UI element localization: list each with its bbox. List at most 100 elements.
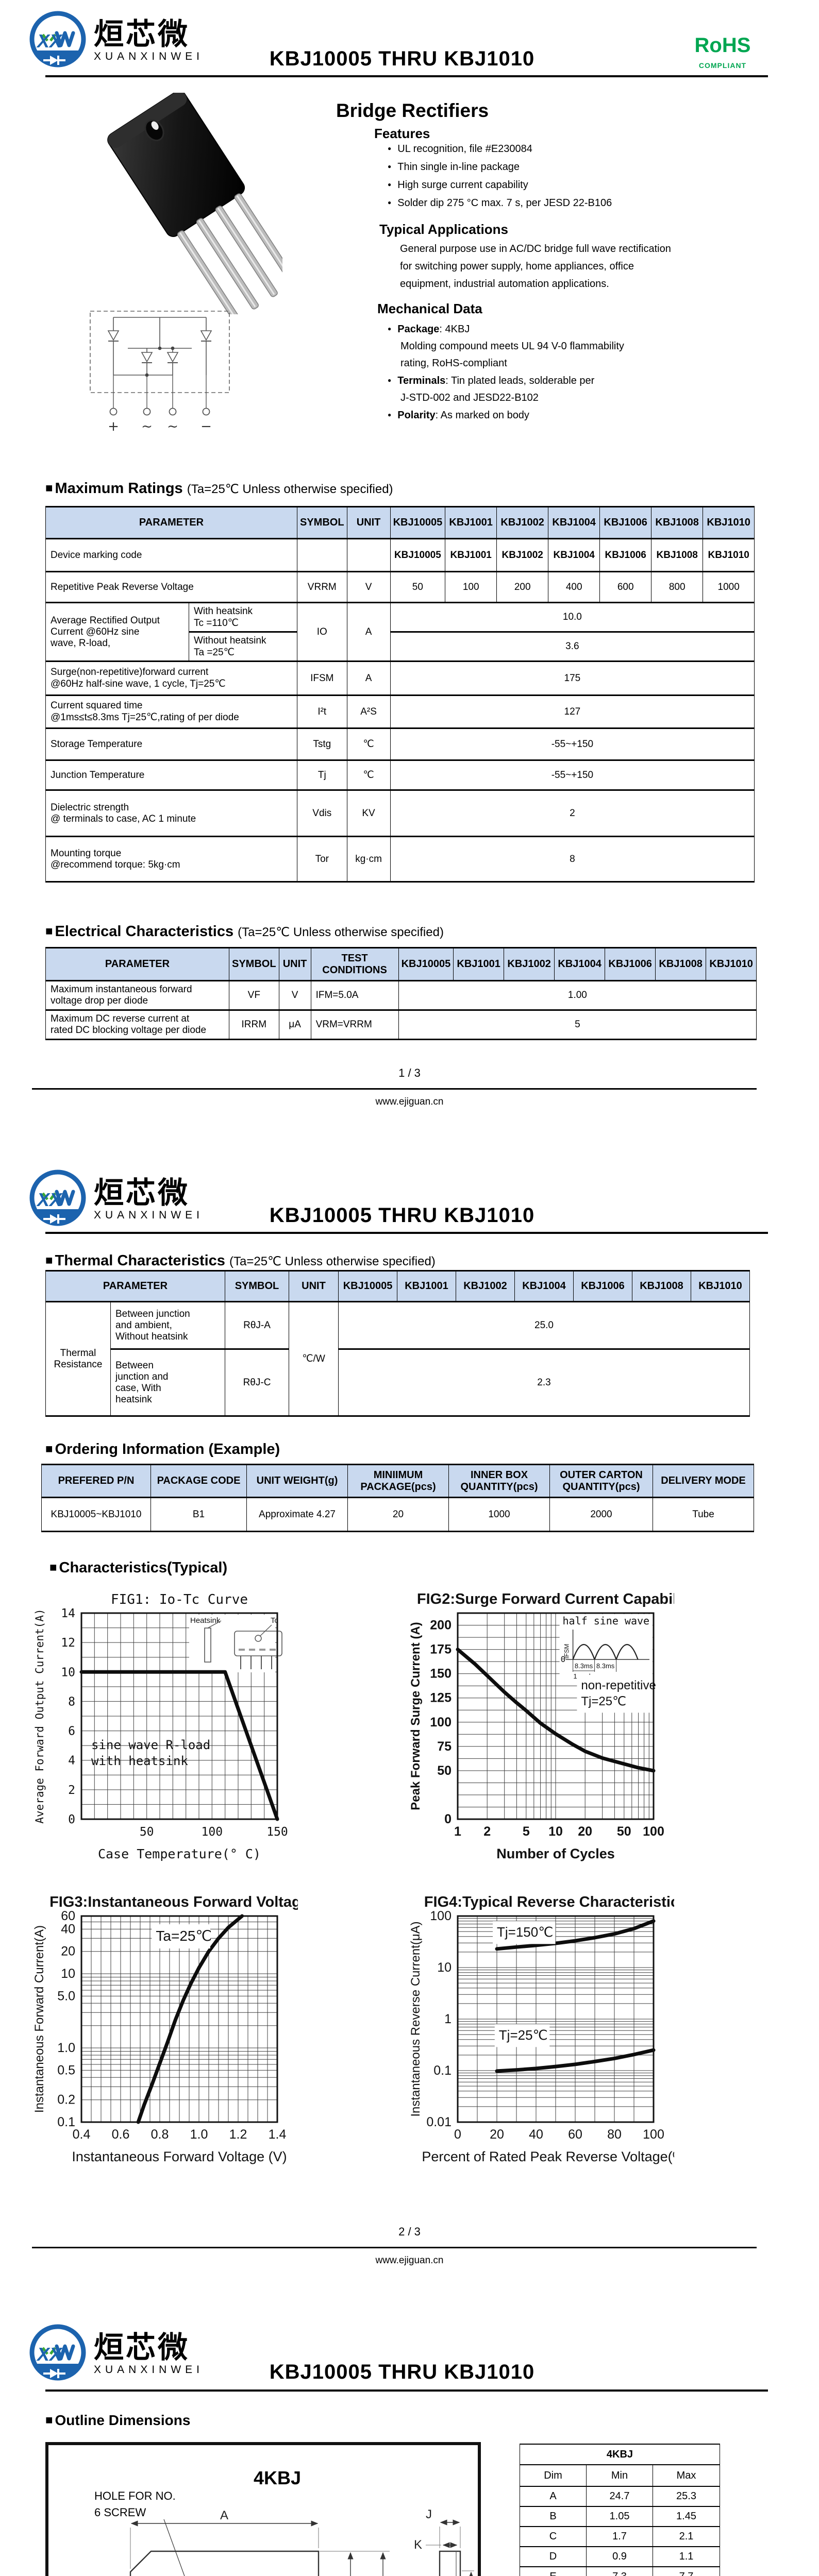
fig3-chart: FIG3:Instantaneous Forward Voltage Ta=25℃… [32, 1894, 309, 2164]
logo-text: 烜芯微 XUANXINWEI [94, 19, 204, 63]
value-cell: KBJ1006 [599, 538, 652, 572]
footer-rule [32, 1088, 757, 1090]
col-symbol: SYMBOL [297, 506, 347, 539]
fig4-typical-reverse-characteristics: FIG4:Typical Reverse Characteristics Tj=1… [406, 1892, 690, 2191]
table-row: PREFERED P/N PACKAGE CODE UNIT WEIGHT(g) MI… [41, 1464, 754, 1498]
footer-rule [32, 2247, 757, 2248]
svg-text:5: 5 [523, 1824, 530, 1839]
col-model: KBJ1010 [706, 947, 757, 981]
mechanical-item-continuation: rating, RoHS-compliant [400, 358, 507, 369]
table-row: Repetitive Peak Reverse Voltage VRRM V 50 10… [45, 571, 755, 603]
svg-text:4KBJ: 4KBJ [254, 2467, 301, 2488]
test-condition-cell: IFM=5.0A [310, 980, 399, 1011]
table-row: Current squared time @1ms≤t≤8.3ms Tj=25℃… [45, 694, 755, 729]
col-unit: UNIT [289, 1270, 339, 1302]
logo-chinese-name: 烜芯微 [94, 2330, 190, 2365]
svg-text:0.01: 0.01 [426, 2115, 452, 2129]
fig3-instantaneous-forward-voltage: FIG3:Instantaneous Forward Voltage Ta=25℃… [30, 1892, 309, 2191]
svg-text:non-repetitive: non-repetitive [581, 1679, 656, 1692]
svg-text:FIG3:Instantaneous Forward Vol: FIG3:Instantaneous Forward Voltage [49, 1894, 298, 1910]
dim-col-header: Min [586, 2464, 653, 2487]
svg-text:A: A [220, 2509, 228, 2522]
svg-text:4: 4 [68, 1754, 75, 1768]
sub-param-cell: With heatsink Tc =110℃ [189, 602, 297, 633]
svg-text:Tj=25℃: Tj=25℃ [581, 1694, 626, 1708]
value-cell: KBJ1002 [496, 538, 549, 572]
param-cell: Between junction and ambient, Without he… [110, 1301, 225, 1350]
col-model: KBJ1006 [605, 947, 656, 981]
col-model: KBJ1001 [453, 947, 505, 981]
col-model: KBJ1002 [504, 947, 555, 981]
unit-cell: KV [346, 789, 391, 837]
mechanical-item-lead: Terminals [397, 375, 446, 386]
value-cell: 25.0 [338, 1301, 750, 1350]
svg-text:FIG2:Surge Forward Current Cap: FIG2:Surge Forward Current Capability [417, 1591, 674, 1607]
svg-text:Heatsink: Heatsink [190, 1616, 221, 1625]
applications-line: for switching power supply, home applian… [400, 261, 634, 272]
unit-cell: V [278, 980, 311, 1011]
table-row: Thermal Resistance Between junction and a… [45, 1301, 750, 1417]
param-cell: Average Rectified Output Current @60Hz s… [45, 602, 189, 662]
svg-text:with heatsink: with heatsink [91, 1754, 188, 1768]
thermal-title: Thermal Characteristics [55, 1252, 225, 1269]
svg-text:1: 1 [454, 1824, 461, 1839]
svg-text:150: 150 [266, 1825, 288, 1839]
value-cell: 1.00 [398, 980, 757, 1011]
ordering-cell: Tube [653, 1497, 754, 1532]
symbol-cell: Tor [297, 836, 347, 883]
rohs-badge: RoHS COMPLIANT [681, 34, 764, 70]
features-title: Features [374, 126, 430, 141]
param-cell: Device marking code [45, 538, 297, 572]
svg-text:100: 100 [643, 2127, 664, 2142]
value-cell: 50 [390, 571, 446, 603]
svg-text:I: I [478, 2573, 481, 2576]
mechanical-title: Mechanical Data [377, 301, 482, 316]
dim-value: 24.7 [586, 2486, 653, 2507]
svg-text:0: 0 [561, 1654, 566, 1664]
applications-line: equipment, industrial automation applica… [400, 278, 609, 290]
svg-text:14: 14 [61, 1607, 75, 1620]
svg-text:Case Temperature(° C): Case Temperature(° C) [98, 1846, 261, 1861]
svg-text:10: 10 [548, 1824, 563, 1839]
electrical-title: Electrical Characteristics [55, 923, 234, 940]
svg-text:8.3ms: 8.3ms [596, 1662, 615, 1670]
logo-emblem: XX [29, 2324, 86, 2381]
characteristics-title: Characteristics(Typical) [59, 1560, 228, 1576]
outline-heading: Outline Dimensions [45, 2412, 191, 2429]
terminal-label: + [108, 419, 119, 434]
dim-table-title: 4KBJ [520, 2444, 720, 2465]
col-model: KBJ1001 [397, 1270, 456, 1302]
unit-cell: A [346, 660, 391, 696]
svg-text:Tj=25℃: Tj=25℃ [499, 2027, 548, 2043]
value-cell: 800 [651, 571, 704, 603]
applications-title: Typical Applications [379, 222, 508, 237]
applications-text: General purpose use in AC/DC bridge full… [400, 240, 671, 293]
symbol-cell: VF [229, 980, 279, 1011]
product-photo [61, 90, 297, 322]
ordering-cell: KBJ10005~KBJ1010 [41, 1497, 151, 1532]
terminal-label: ~ [167, 419, 178, 434]
max-ratings-condition: (Ta=25℃ Unless otherwise specified) [187, 482, 393, 496]
table-row: D 0.9 1.1 [520, 2546, 720, 2567]
thermal-heading: Thermal Characteristics (Ta=25℃ Unless o… [45, 1252, 436, 1269]
footer-site: www.ejiguan.cn [375, 2255, 444, 2266]
col-parameter: PARAMETER [45, 506, 297, 539]
table-row: C 1.7 2.1 [520, 2526, 720, 2547]
svg-text:Instantaneous Forward Voltage: Instantaneous Forward Voltage (V) [72, 2149, 287, 2164]
table-row: Maximum instantaneous forward voltage dr… [45, 980, 757, 1011]
mechanical-item: Polarity: As marked on body [388, 406, 624, 424]
table-row: 4KBJ [520, 2444, 720, 2465]
header-rule [45, 1232, 768, 1234]
dimensions-table: 4KBJ Dim Min Max A 24.7 25.3 B 1.05 1.45 C 1.7 2.1 D 0… [520, 2444, 720, 2576]
electrical-condition: (Ta=25℃ Unless otherwise specified) [238, 925, 444, 939]
col-model: KBJ1002 [456, 1270, 515, 1302]
symbol-cell: I²t [297, 694, 347, 729]
svg-text:12: 12 [61, 1636, 75, 1650]
unit-cell: ℃/W [289, 1301, 339, 1417]
param-cell: Storage Temperature [45, 727, 297, 761]
value-cell: 1000 [703, 571, 755, 603]
logo-text: 烜芯微 XUANXINWEI [94, 2332, 204, 2376]
svg-text:40: 40 [61, 1922, 75, 1936]
svg-text:1.4: 1.4 [269, 2127, 287, 2142]
